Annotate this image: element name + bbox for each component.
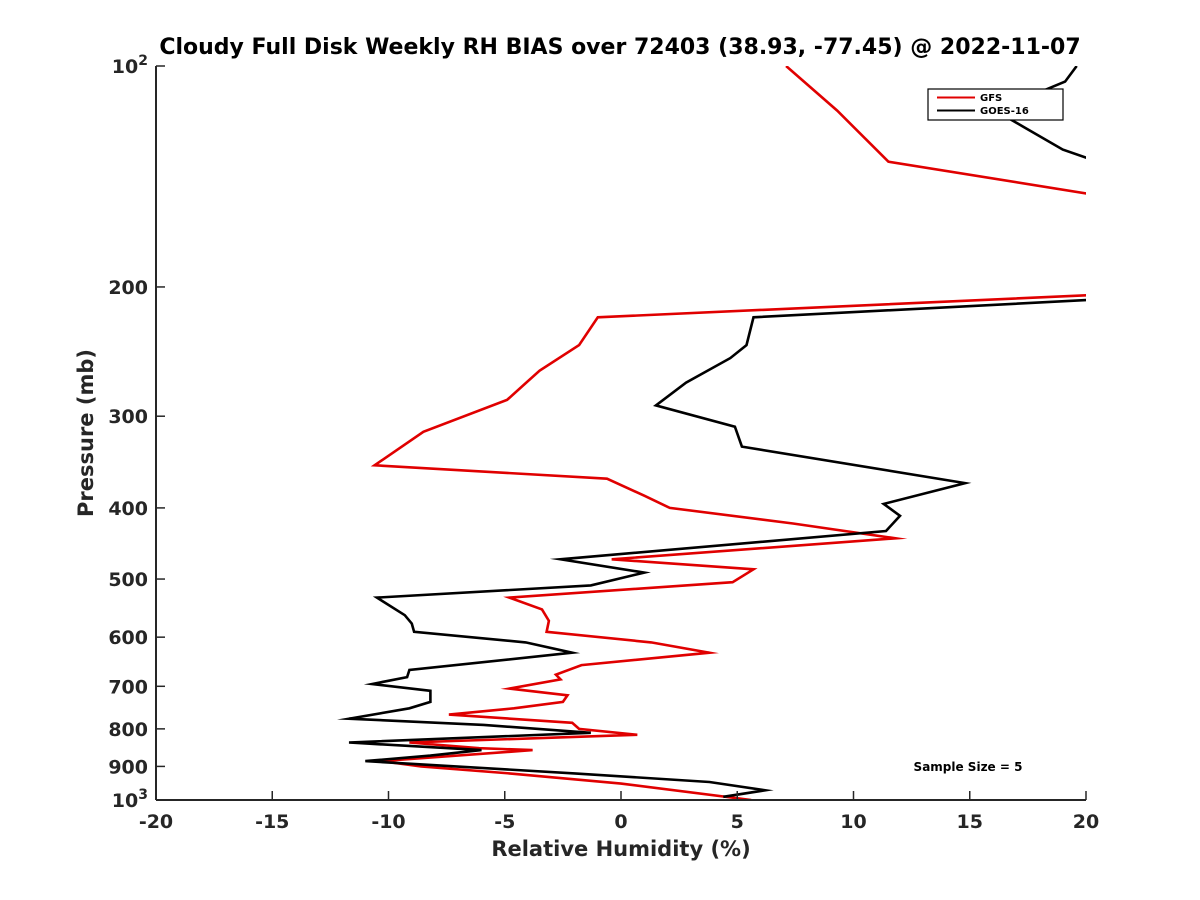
y-tick-label: 103	[112, 787, 148, 812]
chart-title: Cloudy Full Disk Weekly RH BIAS over 724…	[159, 35, 1080, 60]
x-tick-label: 20	[1073, 811, 1099, 833]
x-tick-label: 15	[957, 811, 983, 833]
x-tick-label: -10	[371, 811, 405, 833]
series-line-gfs	[368, 66, 1086, 800]
y-tick-label: 200	[108, 277, 148, 299]
x-tick-label: -15	[255, 811, 289, 833]
legend-label-goes16: GOES-16	[980, 106, 1029, 117]
chart-legend: GFS GOES-16	[927, 88, 1064, 121]
x-axis-title: Relative Humidity (%)	[491, 837, 750, 861]
x-tick-label: 0	[614, 811, 627, 833]
series-line-goes16	[336, 66, 1086, 799]
legend-label-gfs: GFS	[980, 93, 1002, 104]
y-axis-ticks: 102 200 300 400 500 600 700 800 900 103	[108, 53, 165, 812]
y-tick-label: 102	[112, 53, 148, 78]
y-tick-label: 700	[108, 676, 148, 698]
x-axis-ticks: -20 -15 -10 -5 0 5 10 15 20	[139, 791, 1099, 833]
y-tick-label: 600	[108, 627, 148, 649]
x-tick-label: 10	[840, 811, 866, 833]
y-tick-label: 300	[108, 406, 148, 428]
y-tick-label: 800	[108, 719, 148, 741]
y-tick-label: 400	[108, 498, 148, 520]
sample-size-annotation: Sample Size = 5	[914, 760, 1023, 774]
legend-box	[927, 88, 1064, 121]
y-axis-title: Pressure (mb)	[74, 349, 98, 517]
x-tick-label: -20	[139, 811, 173, 833]
y-tick-label: 900	[108, 756, 148, 778]
y-tick-label: 500	[108, 569, 148, 591]
x-tick-label: -5	[494, 811, 515, 833]
series-layer	[336, 66, 1086, 800]
x-tick-label: 5	[731, 811, 744, 833]
